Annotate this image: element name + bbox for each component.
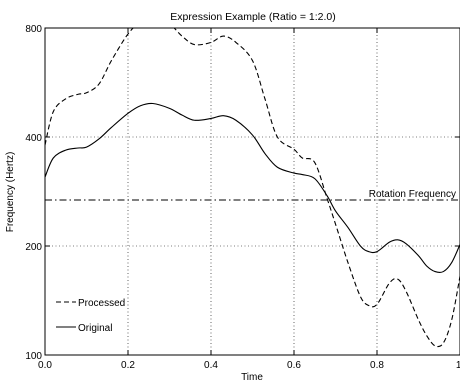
reference-label-background xyxy=(352,187,458,199)
series-line-original xyxy=(45,102,460,274)
series-lines xyxy=(45,28,460,348)
x-tick-label: 1. xyxy=(456,360,460,371)
legend: Processed Original xyxy=(56,298,125,334)
grid-lines xyxy=(45,28,460,355)
x-tick-label: 0.6 xyxy=(287,360,301,371)
plot-frame xyxy=(44,27,460,356)
y-tick-label: 100 xyxy=(25,351,42,362)
series-line-processed xyxy=(45,28,460,348)
x-tick-label: 0.0 xyxy=(38,360,52,371)
x-tick-label: 0.4 xyxy=(204,360,218,371)
y-tick-label: 400 xyxy=(25,133,42,144)
y-tick-label: 800 xyxy=(25,24,42,35)
legend-label-processed: Processed xyxy=(78,298,125,309)
x-tick-label: 0.2 xyxy=(121,360,135,371)
chart-title: Expression Example (Ratio = 1:2.0) xyxy=(170,11,335,23)
y-axis-label: Frequency (Hertz) xyxy=(5,152,16,233)
rotation-frequency-label: Rotation Frequency xyxy=(369,189,456,200)
x-tick-label: 0.8 xyxy=(370,360,384,371)
x-axis-label: Time xyxy=(241,372,263,383)
reference-lines: Rotation Frequency xyxy=(45,187,460,201)
legend-label-original: Original xyxy=(78,323,112,334)
axis-ticks: 0.0 0.2 0.4 0.6 0.8 1. 100 200 400 800 xyxy=(25,24,460,371)
y-tick-label: 200 xyxy=(25,242,42,253)
